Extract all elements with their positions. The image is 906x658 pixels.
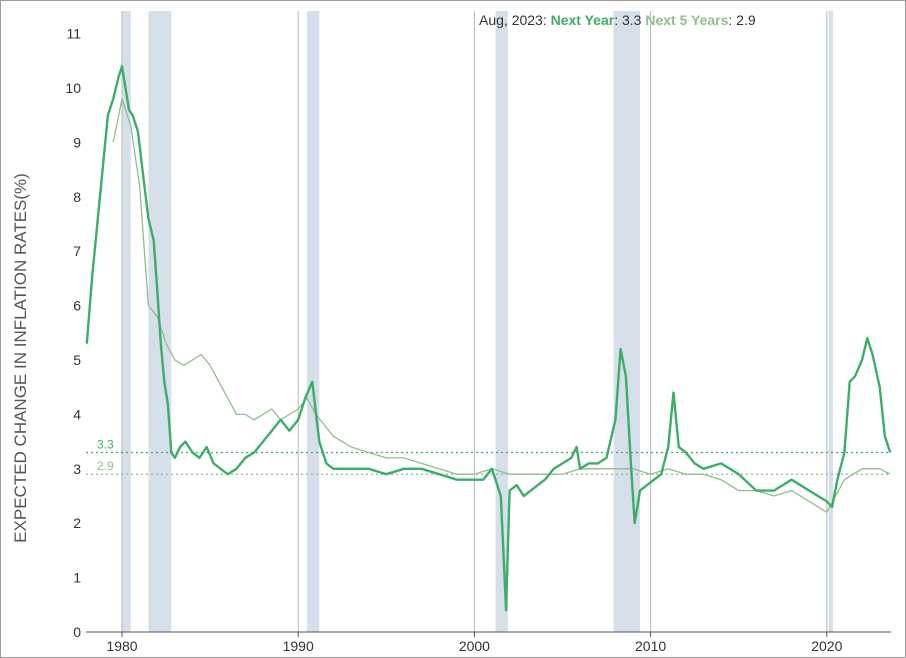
y-tick-label: 2 — [73, 515, 81, 531]
legend-series2-value: : 2.9 — [728, 12, 755, 28]
y-tick-label: 4 — [73, 406, 81, 422]
x-tick-label: 1980 — [106, 638, 137, 654]
recession-bands — [122, 11, 833, 632]
recession-band — [495, 11, 508, 632]
y-tick-label: 1 — [73, 570, 81, 586]
series-line-next-year — [85, 64, 892, 612]
y-tick-label: 10 — [65, 80, 81, 96]
legend-date: Aug, 2023: — [479, 12, 551, 28]
legend-series1-value: : 3.3 — [614, 12, 645, 28]
y-tick-label: 3 — [73, 461, 81, 477]
reference-lines: 3.3 2.9 — [86, 437, 891, 475]
recession-band — [307, 11, 320, 632]
recession-band — [613, 11, 641, 632]
event-lines — [121, 11, 828, 632]
x-tick-label: 2020 — [811, 638, 842, 654]
x-tick-label: 2010 — [635, 638, 666, 654]
y-tick-label: 11 — [66, 26, 81, 42]
recession-band — [122, 11, 131, 632]
y-tick-label: 0 — [73, 624, 81, 640]
legend: Aug, 2023: Next Year: 3.3 Next 5 Years: … — [479, 12, 756, 28]
x-tick-label: 1990 — [283, 638, 314, 654]
x-tick-labels: 1980 1990 2000 2010 2020 — [106, 632, 843, 654]
y-tick-labels: 0 1 2 3 4 5 6 7 8 9 10 11 — [65, 26, 81, 640]
series-line-next-5-years — [112, 98, 891, 513]
y-tick-label: 5 — [73, 352, 81, 368]
series-lines — [85, 64, 892, 612]
reference-line-label: 3.3 — [97, 437, 114, 451]
legend-series2-label: Next 5 Years — [645, 12, 728, 28]
legend-series1-label: Next Year — [551, 12, 615, 28]
y-tick-label: 6 — [73, 298, 81, 314]
y-axis-title: EXPECTED CHANGE IN INFLATION RATES(%) — [11, 173, 30, 543]
reference-line-label: 2.9 — [97, 459, 114, 473]
y-tick-label: 7 — [73, 243, 81, 259]
y-tick-label: 8 — [73, 189, 81, 205]
recession-band — [828, 11, 833, 632]
x-tick-label: 2000 — [459, 638, 490, 654]
y-tick-label: 9 — [73, 134, 81, 150]
